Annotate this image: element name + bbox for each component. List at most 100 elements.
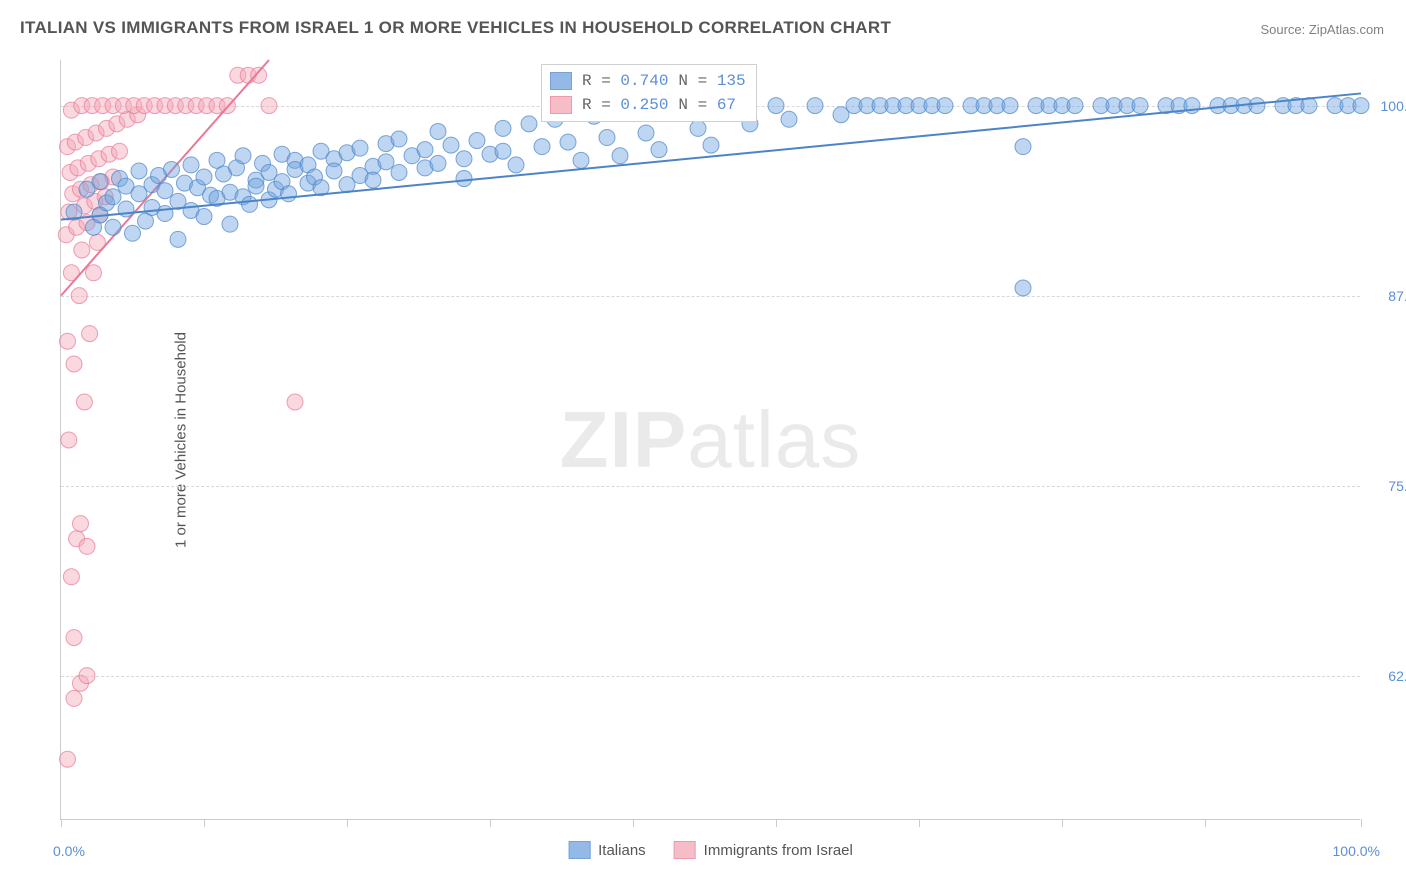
data-point bbox=[391, 131, 407, 147]
data-point bbox=[61, 432, 77, 448]
data-point bbox=[74, 242, 90, 258]
data-point bbox=[82, 326, 98, 342]
data-point bbox=[573, 152, 589, 168]
x-tick-mark bbox=[633, 819, 634, 827]
correlation-stats-box: R = 0.740 N = 135 R = 0.250 N = 67 bbox=[541, 64, 757, 122]
stats-row-italians: R = 0.740 N = 135 bbox=[550, 69, 746, 93]
r-value-israel: 0.250 bbox=[620, 96, 668, 114]
data-point bbox=[281, 186, 297, 202]
data-point bbox=[1067, 98, 1083, 114]
data-point bbox=[768, 98, 784, 114]
y-tick-label: 75.0% bbox=[1388, 478, 1406, 494]
data-point bbox=[430, 123, 446, 139]
data-point bbox=[112, 143, 128, 159]
y-tick-label: 87.5% bbox=[1388, 288, 1406, 304]
data-point bbox=[92, 174, 108, 190]
data-point bbox=[157, 183, 173, 199]
data-point bbox=[560, 134, 576, 150]
data-point bbox=[251, 67, 267, 83]
y-tick-label: 100.0% bbox=[1381, 98, 1406, 114]
swatch-italians bbox=[550, 72, 572, 90]
x-tick-mark bbox=[1361, 819, 1362, 827]
data-point bbox=[157, 206, 173, 222]
data-point bbox=[63, 569, 79, 585]
data-point bbox=[170, 231, 186, 247]
x-tick-mark bbox=[61, 819, 62, 827]
data-point bbox=[703, 137, 719, 153]
data-point bbox=[196, 169, 212, 185]
data-point bbox=[131, 163, 147, 179]
data-point bbox=[164, 161, 180, 177]
data-point bbox=[86, 265, 102, 281]
data-point bbox=[66, 690, 82, 706]
data-point bbox=[443, 137, 459, 153]
data-point bbox=[1015, 280, 1031, 296]
x-tick-mark bbox=[1062, 819, 1063, 827]
data-point bbox=[456, 171, 472, 187]
data-point bbox=[125, 225, 141, 241]
data-point bbox=[599, 130, 615, 146]
data-point bbox=[183, 157, 199, 173]
n-value-israel: 67 bbox=[717, 96, 736, 114]
y-tick-label: 62.5% bbox=[1388, 668, 1406, 684]
data-point bbox=[781, 111, 797, 127]
legend-item-italians: Italians bbox=[568, 841, 646, 859]
source-attribution: Source: ZipAtlas.com bbox=[1260, 22, 1384, 37]
data-point bbox=[326, 163, 342, 179]
data-point bbox=[612, 148, 628, 164]
data-point bbox=[76, 394, 92, 410]
legend-swatch-israel bbox=[674, 841, 696, 859]
data-point bbox=[937, 98, 953, 114]
data-point bbox=[105, 189, 121, 205]
n-value-italians: 135 bbox=[717, 72, 746, 90]
data-point bbox=[417, 142, 433, 158]
x-tick-mark bbox=[1205, 819, 1206, 827]
data-point bbox=[807, 98, 823, 114]
data-point bbox=[66, 356, 82, 372]
data-point bbox=[235, 148, 251, 164]
r-value-italians: 0.740 bbox=[620, 72, 668, 90]
x-tick-mark bbox=[204, 819, 205, 827]
scatter-plot-svg bbox=[61, 60, 1360, 819]
data-point bbox=[248, 178, 264, 194]
data-point bbox=[391, 164, 407, 180]
data-point bbox=[73, 516, 89, 532]
data-point bbox=[242, 196, 258, 212]
data-point bbox=[287, 394, 303, 410]
data-point bbox=[66, 630, 82, 646]
data-point bbox=[71, 288, 87, 304]
x-axis-min-label: 0.0% bbox=[53, 843, 85, 859]
data-point bbox=[378, 154, 394, 170]
data-point bbox=[534, 139, 550, 155]
data-point bbox=[508, 157, 524, 173]
legend-swatch-italians bbox=[568, 841, 590, 859]
x-tick-mark bbox=[490, 819, 491, 827]
legend-label-italians: Italians bbox=[598, 842, 646, 859]
chart-title: ITALIAN VS IMMIGRANTS FROM ISRAEL 1 OR M… bbox=[20, 18, 891, 38]
x-tick-mark bbox=[347, 819, 348, 827]
data-point bbox=[1132, 98, 1148, 114]
data-point bbox=[79, 538, 95, 554]
legend-item-israel: Immigrants from Israel bbox=[674, 841, 853, 859]
data-point bbox=[690, 120, 706, 136]
plot-area: 1 or more Vehicles in Household 62.5%75.… bbox=[60, 60, 1360, 820]
data-point bbox=[1002, 98, 1018, 114]
bottom-legend: Italians Immigrants from Israel bbox=[568, 841, 853, 859]
data-point bbox=[638, 125, 654, 141]
data-point bbox=[469, 133, 485, 149]
data-point bbox=[495, 143, 511, 159]
data-point bbox=[60, 751, 76, 767]
data-point bbox=[261, 98, 277, 114]
x-axis-max-label: 100.0% bbox=[1333, 843, 1380, 859]
data-point bbox=[495, 120, 511, 136]
x-tick-mark bbox=[776, 819, 777, 827]
data-point bbox=[222, 216, 238, 232]
data-point bbox=[196, 209, 212, 225]
swatch-israel bbox=[550, 96, 572, 114]
stats-row-israel: R = 0.250 N = 67 bbox=[550, 93, 746, 117]
data-point bbox=[105, 219, 121, 235]
data-point bbox=[60, 333, 76, 349]
data-point bbox=[365, 172, 381, 188]
x-tick-mark bbox=[919, 819, 920, 827]
data-point bbox=[352, 140, 368, 156]
